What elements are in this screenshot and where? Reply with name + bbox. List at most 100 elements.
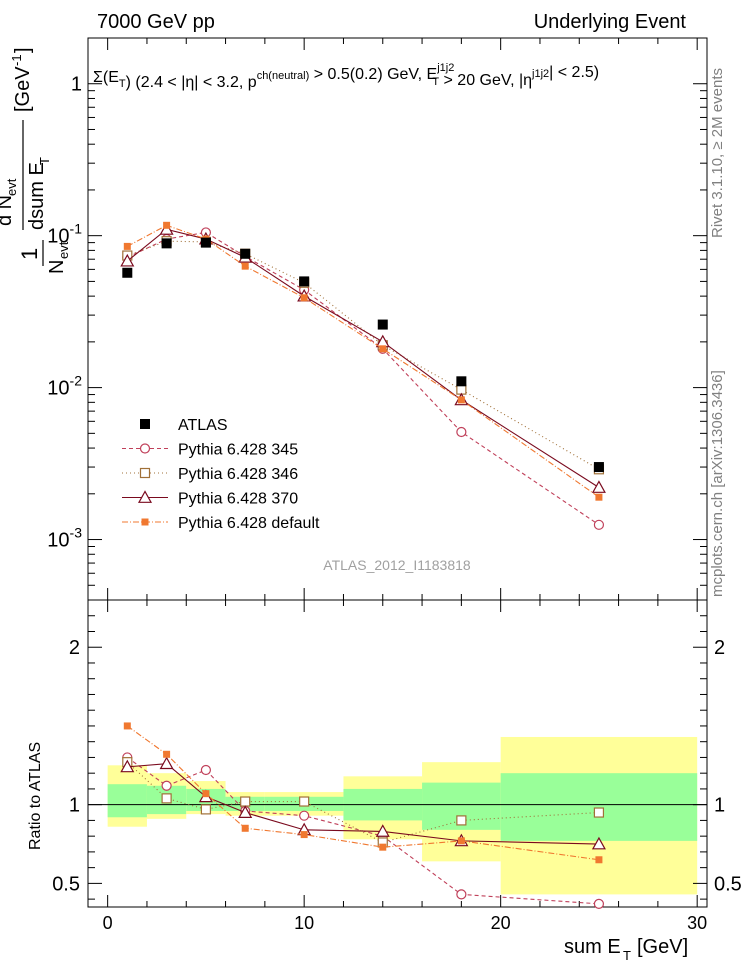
ratio-point: [200, 804, 212, 815]
y-tick-label: 10-3: [47, 525, 82, 552]
series-point: [591, 480, 606, 493]
series-point: [457, 396, 465, 404]
series-point: [120, 253, 135, 267]
ratio-point: [457, 837, 465, 845]
ratio-point: [200, 764, 212, 776]
series-point: [300, 294, 308, 302]
mcplots-source-label: mcplots.cern.ch [arXiv:1306.3436]: [709, 370, 726, 597]
ratio-point: [161, 793, 172, 804]
ratio-point: [593, 898, 605, 909]
ratio-plot-frame: [87, 599, 708, 908]
svg-text:1: 1: [17, 248, 42, 260]
ratio-point: [299, 810, 310, 821]
x-axis-label: sum E T [GeV]: [564, 936, 688, 963]
ratio-point: [241, 824, 249, 832]
svg-text:]: ]: [12, 47, 34, 53]
svg-text:d N: d N: [0, 195, 16, 226]
ratio-point: [300, 831, 308, 839]
legend-label: Pythia 6.428 370: [178, 491, 298, 508]
ratio-axis-ticks: 0 10 20 30 0.5 0.5 1 1 2 2: [52, 600, 742, 933]
ratio-point: [159, 756, 174, 770]
atlas-data-point: [161, 238, 172, 249]
ratio-point: [379, 843, 387, 851]
y-tick-label: 1: [71, 74, 82, 96]
svg-text:evt: evt: [4, 178, 19, 196]
atlas-data-point: [299, 276, 310, 287]
legend-label: Pythia 6.428 346: [178, 466, 298, 483]
legend-marker: [137, 490, 153, 503]
ratio-line: [126, 761, 599, 844]
series-line: [127, 231, 600, 526]
ratio-point: [161, 780, 172, 791]
series-point: [379, 345, 387, 353]
main-series-layer: [120, 221, 606, 530]
svg-text:N: N: [46, 260, 68, 274]
x-tick-label: 30: [687, 913, 707, 933]
svg-text:T: T: [623, 948, 631, 963]
atlas-data-point: [456, 376, 467, 387]
svg-text:[GeV: [GeV: [12, 66, 34, 112]
series-line: [126, 228, 600, 488]
svg-text:evt: evt: [56, 241, 71, 259]
series-line: [127, 224, 600, 498]
ratio-tick-label-right: 0.5: [714, 873, 742, 895]
series-point: [123, 242, 131, 250]
legend-marker: [141, 518, 149, 526]
atlas-data-point: [593, 462, 604, 473]
legend: ATLAS Pythia 6.428 345 Pythia 6.428 346 Pyt…: [122, 417, 320, 532]
band-inner: [500, 773, 698, 841]
svg-text:sum E: sum E: [564, 936, 621, 958]
series-line: [127, 240, 600, 470]
atlas-data-point: [122, 267, 133, 278]
legend-label: Pythia 6.428 345: [178, 442, 298, 459]
main-axis-ticks: 1 10-1 10-2 10-3: [47, 37, 707, 601]
series-point: [241, 262, 249, 270]
ratio-point: [593, 807, 605, 818]
svg-text:-1: -1: [9, 54, 24, 66]
legend-label: Pythia 6.428 default: [178, 515, 320, 532]
x-tick-label: 20: [491, 913, 511, 933]
analysis-id-label: ATLAS_2012_I1183818: [323, 557, 471, 573]
x-tick-label: 0: [103, 913, 113, 933]
svg-text:T: T: [37, 157, 52, 165]
ratio-point: [299, 796, 310, 807]
ratio-point: [240, 796, 251, 807]
legend-label: ATLAS: [178, 417, 228, 434]
ratio-y-axis-label: Ratio to ATLAS: [27, 742, 44, 850]
ratio-point: [456, 889, 467, 900]
ratio-line: [127, 763, 599, 845]
atlas-data-point: [200, 237, 211, 248]
header-energy-label: 7000 GeV pp: [97, 11, 215, 33]
legend-marker: [139, 467, 151, 479]
ratio-point: [595, 856, 603, 864]
ratio-line: [126, 756, 599, 905]
atlas-data-point: [377, 319, 388, 330]
ratio-point: [163, 750, 171, 758]
y-tick-label: 10-2: [47, 373, 82, 400]
ratio-point: [375, 824, 390, 837]
svg-text:dsum E: dsum E: [26, 162, 48, 230]
legend-marker: [139, 443, 151, 454]
series-point: [163, 221, 171, 229]
ratio-point: [202, 790, 210, 798]
ratio-tick-label: 2: [69, 637, 80, 659]
ratio-series-layer: [120, 722, 606, 909]
plot-title: Σ(ET) (2.4 < |η| < 3.2, pch(neutral) > 0…: [93, 62, 599, 91]
y-tick-label: 10-1: [47, 221, 82, 248]
ratio-line: [126, 725, 599, 861]
ratio-uncertainty-bands: [107, 736, 698, 895]
series-point: [595, 493, 603, 501]
ratio-tick-label-right: 2: [714, 637, 725, 659]
legend-marker: [140, 419, 150, 429]
header-process-label: Underlying Event: [534, 11, 687, 33]
atlas-data-point: [240, 248, 251, 259]
ratio-tick-label: 0.5: [52, 873, 80, 895]
series-point: [593, 519, 605, 530]
series-point: [456, 426, 467, 438]
rivet-version-label: Rivet 3.1.10, ≥ 2M events: [709, 68, 726, 238]
ratio-tick-label-right: 1: [714, 795, 725, 817]
ratio-point: [120, 759, 135, 773]
x-tick-label: 10: [294, 913, 314, 933]
ratio-point: [456, 815, 467, 826]
